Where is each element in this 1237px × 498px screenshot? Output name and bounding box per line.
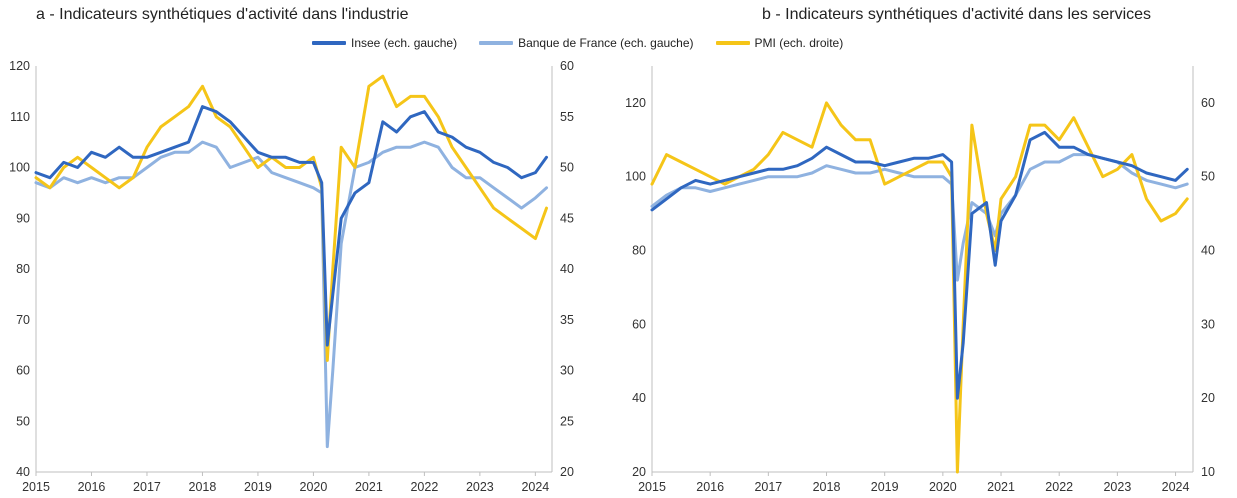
chart-b-x-tick-label: 2020 — [929, 480, 957, 494]
chart-b-right-tick-label: 60 — [1201, 96, 1215, 110]
chart-b-right-tick-label: 40 — [1201, 244, 1215, 258]
chart-a: 40 50 60 70 80 90 100 110 120 20 25 30 35 40 45 50 55 60 2… — [9, 59, 574, 494]
chart-a-x-tick-label: 2020 — [300, 480, 328, 494]
legend-label-insee: Insee (ech. gauche) — [351, 36, 458, 50]
chart-a-x-tick-label: 2024 — [521, 480, 549, 494]
chart-a-series-pmi — [34, 74, 548, 362]
chart-a-x-tick-label: 2018 — [189, 480, 217, 494]
legend-swatch-insee — [312, 41, 346, 45]
chart-a-right-tick-label: 55 — [560, 110, 574, 124]
chart-b-left-tick-label: 100 — [625, 170, 646, 184]
chart-a-left-tick-label: 40 — [16, 465, 30, 479]
legend-item-pmi: PMI (ech. droite) — [715, 36, 844, 50]
chart-a-right-tick-label: 40 — [560, 262, 574, 276]
chart-a-series-banque-de-france — [34, 140, 548, 449]
chart-a-x-tick-label: 2017 — [133, 480, 161, 494]
chart-b-right-tick-label: 30 — [1201, 317, 1215, 331]
legend-swatch-pmi — [715, 41, 750, 45]
chart-b-x-tick-label: 2016 — [696, 480, 724, 494]
chart-a-left-tick-label: 100 — [9, 161, 30, 175]
chart-a-x-tick-label: 2016 — [78, 480, 106, 494]
chart-a-right-tick-label: 50 — [560, 161, 574, 175]
chart-a-right-tick-label: 25 — [560, 414, 574, 428]
chart-a-series-insee — [34, 105, 548, 347]
chart-a-x-tick-label: 2021 — [355, 480, 383, 494]
chart-b-x-tick-label: 2023 — [1103, 480, 1131, 494]
chart-a-left-tick-label: 50 — [16, 414, 30, 428]
chart-b-left-tick-label: 60 — [632, 317, 646, 331]
chart-b-right-tick-label: 20 — [1201, 391, 1215, 405]
chart-b-x-tick-label: 2015 — [638, 480, 666, 494]
chart-b-left-tick-label: 40 — [632, 391, 646, 405]
chart-a-right-tick-label: 30 — [560, 364, 574, 378]
chart-a-left-tick-label: 110 — [10, 110, 30, 124]
chart-b-right-tick-label: 10 — [1201, 465, 1215, 479]
legend-item-banque-de-france: Banque de France (ech. gauche) — [479, 36, 694, 50]
chart-a-x-tick-label: 2023 — [466, 480, 494, 494]
legend-label-banque-de-france: Banque de France (ech. gauche) — [518, 36, 694, 50]
chart-b-left-tick-label: 120 — [625, 96, 646, 110]
chart-a-left-tick-label: 90 — [16, 211, 30, 225]
chart-a-right-tick-label: 60 — [560, 59, 574, 73]
legend-label-pmi: PMI (ech. droite) — [754, 36, 844, 50]
chart-b-x-tick-label: 2018 — [813, 480, 841, 494]
chart-a-right-tick-label: 20 — [560, 465, 574, 479]
chart-a-right-tick-label: 35 — [560, 313, 574, 327]
chart-b-series-insee — [650, 130, 1189, 400]
chart-a-left-tick-label: 60 — [16, 364, 30, 378]
legend: Insee (ech. gauche) Banque de France (ec… — [312, 36, 843, 50]
chart-b-x-tick-label: 2021 — [987, 480, 1015, 494]
chart-a-left-tick-label: 70 — [16, 313, 30, 327]
chart-b: 20 40 60 80 100 120 10 20 30 40 50 60 2015 2016 2017 20… — [625, 66, 1215, 494]
chart-a-x-tick-label: 2019 — [244, 480, 272, 494]
chart-b-right-tick-label: 50 — [1201, 170, 1215, 184]
chart-b-left-tick-label: 80 — [632, 244, 646, 258]
chart-a-x-tick-label: 2015 — [22, 480, 50, 494]
chart-b-x-tick-label: 2019 — [871, 480, 899, 494]
chart-b-x-tick-label: 2024 — [1162, 480, 1190, 494]
chart-b-left-tick-label: 20 — [632, 465, 646, 479]
chart-b-x-tick-label: 2022 — [1045, 480, 1073, 494]
chart-a-title: a - Indicateurs synthétiques d'activité … — [36, 6, 409, 23]
legend-item-insee: Insee (ech. gauche) — [312, 36, 457, 50]
chart-b-x-tick-label: 2017 — [754, 480, 782, 494]
chart-a-left-tick-label: 80 — [16, 262, 30, 276]
chart-a-left-tick-label: 120 — [9, 59, 30, 73]
legend-swatch-banque-de-france — [479, 41, 514, 45]
chart-a-x-tick-label: 2022 — [410, 480, 438, 494]
chart-b-title: b - Indicateurs synthétiques d'activité … — [762, 6, 1152, 23]
chart-a-right-tick-label: 45 — [560, 211, 574, 225]
